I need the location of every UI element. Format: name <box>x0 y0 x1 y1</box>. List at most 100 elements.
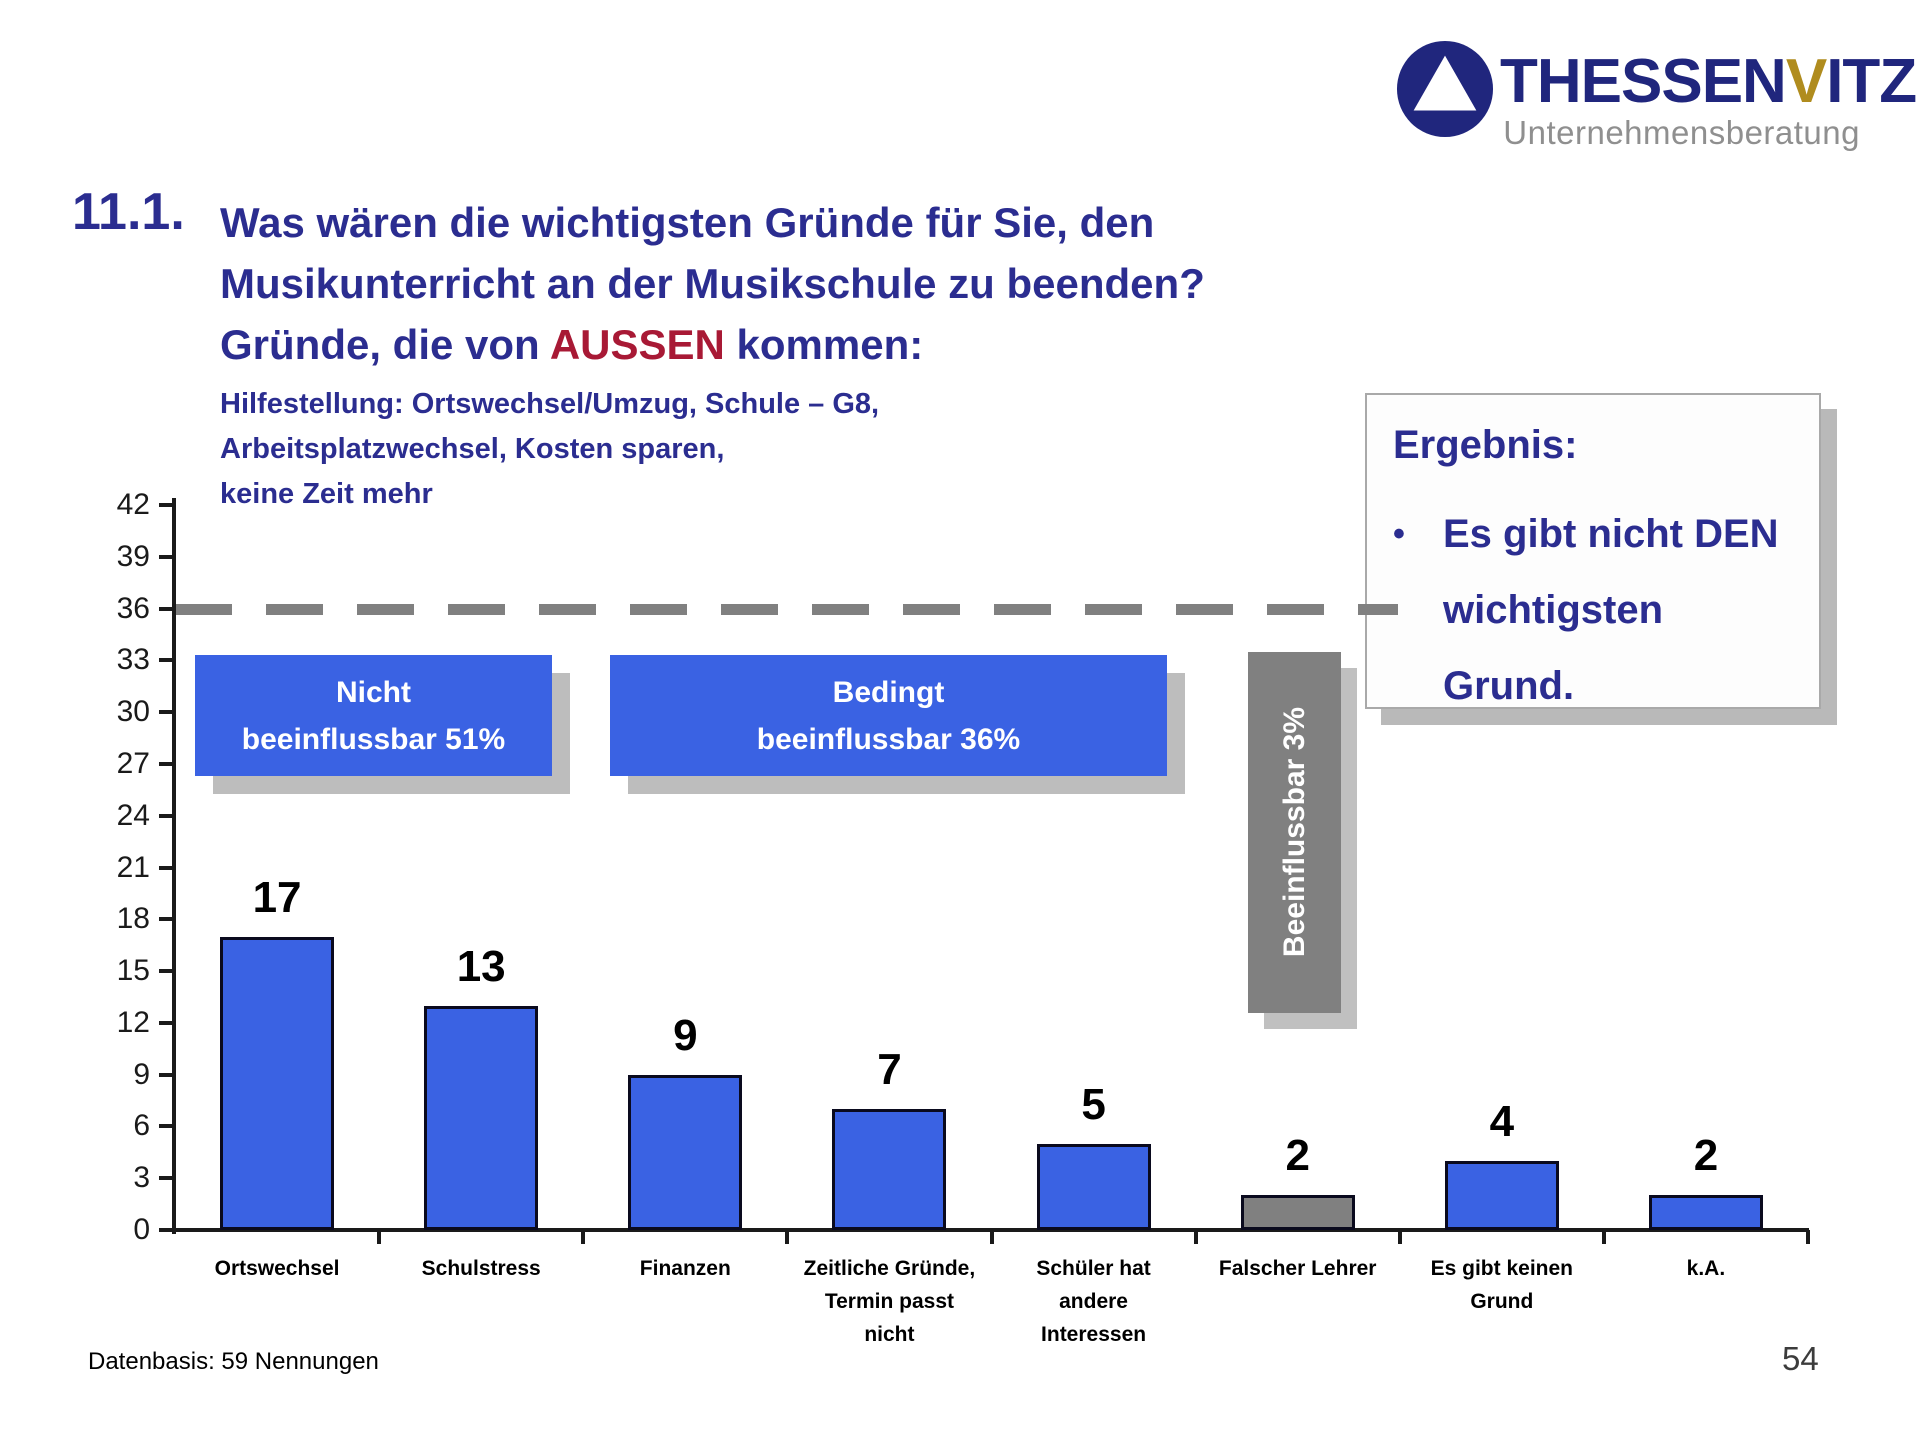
hint-line3: keine Zeit mehr <box>220 478 433 510</box>
chart-bar <box>832 1109 947 1230</box>
result-bullet-item: • Es gibt nicht DEN wichtigsten Grund. <box>1393 496 1795 724</box>
y-axis-tick <box>159 1072 173 1077</box>
chart-bar <box>424 1005 539 1230</box>
logo-wordmark-suffix: ITZ <box>1826 47 1917 116</box>
logo-wordmark: THESSENVITZ <box>1500 46 1917 117</box>
category-label: Ortswechsel <box>167 1252 387 1285</box>
bar-value-label: 17 <box>252 872 302 922</box>
slide-title-line3-suffix: kommen: <box>724 321 924 368</box>
y-axis-tick <box>159 761 173 766</box>
category-label-line: nicht <box>864 1323 915 1346</box>
category-label: Schüler hat andere Interessen <box>984 1252 1204 1351</box>
y-axis-tick-label: 6 <box>133 1109 150 1143</box>
y-axis-tick-label: 33 <box>116 643 150 677</box>
annotation-vertical-label: Beeinflussbar 3% <box>1277 707 1311 958</box>
y-axis-tick <box>159 1020 173 1025</box>
y-axis-tick <box>159 1124 173 1129</box>
category-label-line: Zeitliche Gründe, <box>803 1257 976 1280</box>
category-label-line: k.A. <box>1686 1257 1726 1280</box>
y-axis-tick-label: 27 <box>116 746 150 780</box>
bullet-icon: • <box>1393 515 1405 553</box>
x-axis-tick <box>1397 1230 1402 1244</box>
y-axis-tick <box>159 917 173 922</box>
y-axis-tick-label: 42 <box>116 488 150 521</box>
slide-title-line3-highlight: AUSSEN <box>549 321 725 368</box>
category-label-line: Finanzen <box>639 1257 731 1280</box>
hint-line1: Hilfestellung: Ortswechsel/Umzug, Schule… <box>220 388 880 420</box>
chart-bar <box>1648 1195 1763 1230</box>
y-axis-tick-label: 36 <box>116 591 150 625</box>
category-label-line: andere <box>1059 1290 1128 1313</box>
category-label-line: Interessen <box>1041 1323 1147 1346</box>
slide-title-line3: Gründe, die von AUSSEN kommen: <box>220 314 1205 375</box>
logo-subtitle: Unternehmensberatung <box>1503 114 1860 151</box>
y-axis-tick-label: 9 <box>133 1057 150 1091</box>
category-label-line: Ortswechsel <box>214 1257 340 1280</box>
x-axis-tick <box>377 1230 382 1244</box>
logo-wordmark-prefix: THESSEN <box>1500 47 1787 116</box>
bar-value-label: 2 <box>1693 1131 1719 1181</box>
hint-line2: Arbeitsplatzwechsel, Kosten sparen, <box>220 433 725 465</box>
company-logo: THESSENVITZ Unternehmensberatung <box>1396 38 1917 151</box>
logo-wordmark-highlight: V <box>1785 47 1827 116</box>
y-axis-tick-label: 3 <box>133 1161 150 1195</box>
y-axis-tick-label: 39 <box>116 539 150 573</box>
title-hints: Hilfestellung: Ortswechsel/Umzug, Schule… <box>220 382 879 517</box>
y-axis-tick-label: 12 <box>116 1005 150 1039</box>
annotation-line: beeinflussbar 51% <box>241 722 506 756</box>
x-axis-tick <box>1601 1230 1606 1244</box>
y-axis-tick <box>159 710 173 715</box>
x-axis-tick <box>581 1230 586 1244</box>
slide-title: Was wären die wichtigsten Gründe für Sie… <box>220 192 1205 375</box>
chart-bar <box>1444 1160 1559 1230</box>
y-axis-tick <box>159 503 173 507</box>
category-label: k.A. <box>1596 1252 1816 1285</box>
y-axis-tick-label: 18 <box>116 902 150 936</box>
chart-bar <box>1036 1143 1151 1230</box>
triangle-circle-logo-icon <box>1396 40 1494 138</box>
result-bullet-text: Es gibt nicht DEN wichtigsten Grund. <box>1443 512 1779 708</box>
y-axis-tick <box>159 813 173 818</box>
y-axis-tick-label: 0 <box>133 1213 150 1246</box>
annotation-nicht-beeinflussbar: Nicht beeinflussbar 51% <box>195 655 552 776</box>
category-label: Finanzen <box>575 1252 795 1285</box>
category-label-line: Schulstress <box>421 1257 541 1280</box>
y-axis-tick-label: 15 <box>116 954 150 988</box>
y-axis-tick <box>159 606 173 611</box>
slide-title-line1: Was wären die wichtigsten Gründe für Sie… <box>220 199 1155 246</box>
annotation-line: beeinflussbar 36% <box>756 722 1021 756</box>
category-label: Falscher Lehrer <box>1188 1252 1408 1285</box>
x-axis-tick <box>989 1230 994 1244</box>
chart-bar <box>1240 1195 1355 1230</box>
category-label: Schulstress <box>371 1252 591 1285</box>
y-axis-tick <box>159 1176 173 1181</box>
y-axis-tick <box>159 658 173 663</box>
category-label-line: Grund <box>1470 1290 1534 1313</box>
category-label-line: Es gibt keinen <box>1430 1257 1573 1280</box>
category-label-line: Schüler hat <box>1036 1257 1151 1280</box>
slide-title-line2: Musikunterricht an der Musikschule zu be… <box>220 260 1205 307</box>
bar-value-label: 13 <box>456 941 506 991</box>
bar-value-label: 2 <box>1285 1131 1310 1181</box>
slide-number-prefix: 11.1. <box>72 183 185 241</box>
annotation-line: Nicht <box>336 675 411 709</box>
x-axis-tick <box>1806 1230 1810 1244</box>
x-axis-tick <box>785 1230 790 1244</box>
bar-value-label: 7 <box>877 1045 902 1095</box>
chart-bar <box>628 1074 743 1230</box>
slide-title-line3-prefix: Gründe, die von <box>220 321 550 368</box>
category-label-line: Termin passt <box>824 1290 955 1313</box>
bar-value-label: 5 <box>1081 1079 1106 1129</box>
y-axis-tick-label: 21 <box>116 850 150 884</box>
y-axis-tick-label: 30 <box>116 695 150 729</box>
y-axis-line <box>172 498 176 1234</box>
category-label-line: Falscher Lehrer <box>1218 1257 1377 1280</box>
bar-value-label: 4 <box>1489 1096 1515 1146</box>
result-heading: Ergebnis: <box>1393 423 1578 467</box>
chart-bar <box>220 936 335 1230</box>
y-axis-tick <box>159 1228 173 1232</box>
annotation-line: Bedingt <box>832 675 945 709</box>
y-axis-tick-label: 24 <box>116 798 150 832</box>
